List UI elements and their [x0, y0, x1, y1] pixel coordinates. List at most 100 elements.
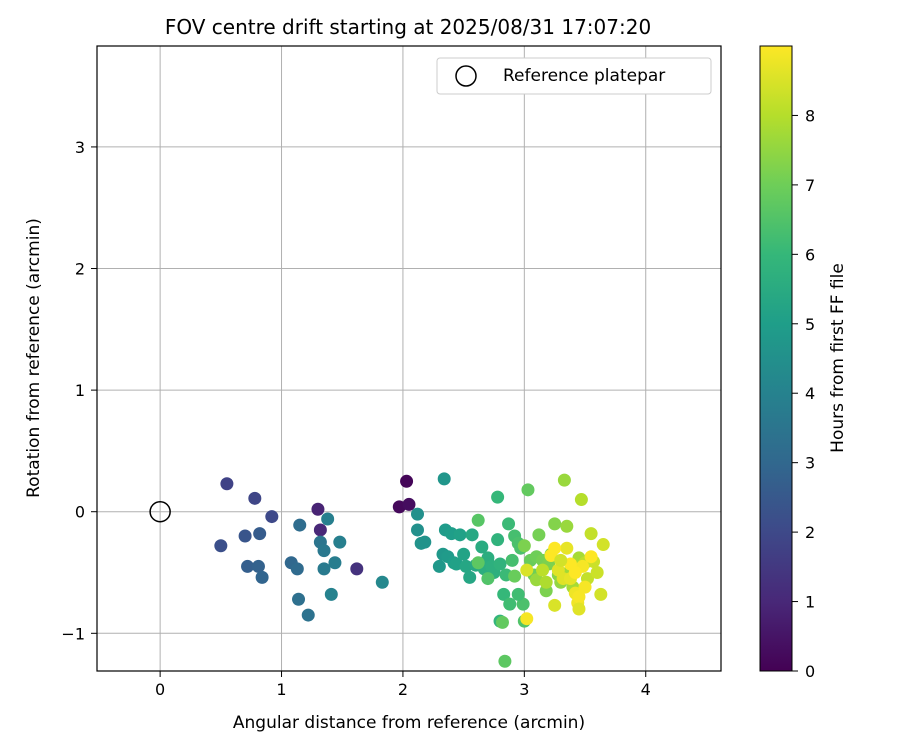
scatter-point [594, 587, 608, 601]
scatter-point [491, 490, 505, 504]
scatter-point [463, 570, 477, 584]
y-tick-label: 0 [75, 503, 85, 522]
chart-title: FOV centre drift starting at 2025/08/31 … [165, 15, 651, 39]
scatter-point [578, 580, 592, 594]
x-axis-label: Angular distance from reference (arcmin) [233, 713, 585, 733]
y-tick-label: 1 [75, 381, 85, 400]
scatter-point [475, 540, 489, 554]
scatter-point [554, 553, 568, 567]
scatter-point [251, 559, 265, 573]
scatter-point [449, 557, 463, 571]
scatter-point [350, 562, 364, 576]
scatter-point [568, 566, 582, 580]
legend-label-reference: Reference platepar [503, 66, 665, 86]
scatter-point [317, 562, 331, 576]
scatter-point [241, 559, 255, 573]
colorbar-label: Hours from first FF file [828, 263, 848, 453]
colorbar-tick-label: 4 [805, 384, 815, 403]
scatter-point [375, 575, 389, 589]
scatter-point [590, 566, 604, 580]
scatter-point [521, 483, 535, 497]
colorbar: 0 1 2 3 4 5 6 7 8 Hours from first FF file [759, 45, 848, 681]
scatter-point [471, 556, 485, 570]
scatter-point [502, 517, 516, 531]
colorbar-tick-label: 7 [805, 176, 815, 195]
colorbar-tick-label: 2 [805, 523, 815, 542]
scatter-point [437, 472, 451, 486]
scatter-point [453, 528, 467, 542]
scatter-point [493, 557, 507, 571]
scatter-point [220, 477, 234, 491]
scatter-point [321, 512, 335, 526]
scatter-point [557, 473, 571, 487]
scatter-points [214, 472, 610, 668]
scatter-point [465, 528, 479, 542]
legend: Reference platepar [436, 57, 712, 95]
y-tick-label: −1 [61, 624, 85, 643]
scatter-point [471, 513, 485, 527]
legend-marker-icon [455, 65, 477, 87]
scatter-point [536, 563, 550, 577]
scatter-point [572, 602, 586, 616]
scatter-point [457, 547, 471, 561]
scatter-point [324, 587, 338, 601]
scatter-point [511, 587, 525, 601]
scatter-point [548, 598, 562, 612]
scatter-point [238, 529, 252, 543]
scatter-point [317, 544, 331, 558]
scatter-point [481, 572, 495, 586]
plot-area: 0 1 2 3 4 −1 0 1 2 3 [61, 45, 722, 699]
scatter-point [313, 523, 327, 537]
scatter-point [495, 615, 509, 629]
scatter-point [529, 573, 543, 587]
scatter-point [497, 587, 511, 601]
scatter-point [293, 518, 307, 532]
scatter-point [517, 539, 531, 553]
scatter-point [432, 559, 446, 573]
colorbar-tick-label: 1 [805, 593, 815, 612]
scatter-point [392, 500, 406, 514]
scatter-point [333, 535, 347, 549]
scatter-point [255, 570, 269, 584]
colorbar-tick-label: 3 [805, 454, 815, 473]
x-tick-label: 2 [398, 680, 408, 699]
x-tick-label: 1 [276, 680, 286, 699]
scatter-point [410, 507, 424, 521]
x-axis-ticks: 0 1 2 3 4 [155, 671, 651, 699]
scatter-point [596, 538, 610, 552]
colorbar-tick-label: 8 [805, 106, 815, 125]
scatter-point [539, 575, 553, 589]
colorbar-ticks: 0 1 2 3 4 5 6 7 8 [792, 106, 815, 681]
scatter-point [311, 502, 325, 516]
scatter-point [508, 569, 522, 583]
scatter-point [503, 597, 517, 611]
x-tick-label: 4 [641, 680, 651, 699]
scatter-point [584, 527, 598, 541]
scatter-point [560, 519, 574, 533]
scatter-point [328, 556, 342, 570]
scatter-point [410, 523, 424, 537]
scatter-point [572, 590, 586, 604]
scatter-point [574, 493, 588, 507]
scatter-point [548, 541, 562, 555]
scatter-point [548, 517, 562, 531]
scatter-point [491, 533, 505, 547]
colorbar-tick-label: 6 [805, 245, 815, 264]
scatter-point [253, 527, 267, 541]
scatter-point [584, 550, 598, 564]
colorbar-tick-label: 5 [805, 315, 815, 334]
colorbar-gradient [759, 45, 793, 672]
scatter-point [520, 563, 534, 577]
scatter-point [498, 654, 512, 668]
scatter-point [402, 497, 416, 511]
scatter-point [265, 510, 279, 524]
legend-box [436, 57, 712, 95]
scatter-point [301, 608, 315, 622]
plot-background [97, 46, 721, 671]
scatter-point [532, 528, 546, 542]
scatter-point [214, 539, 228, 553]
y-axis-ticks: −1 0 1 2 3 [61, 138, 97, 643]
plot-frame [96, 45, 722, 672]
scatter-point [516, 597, 530, 611]
